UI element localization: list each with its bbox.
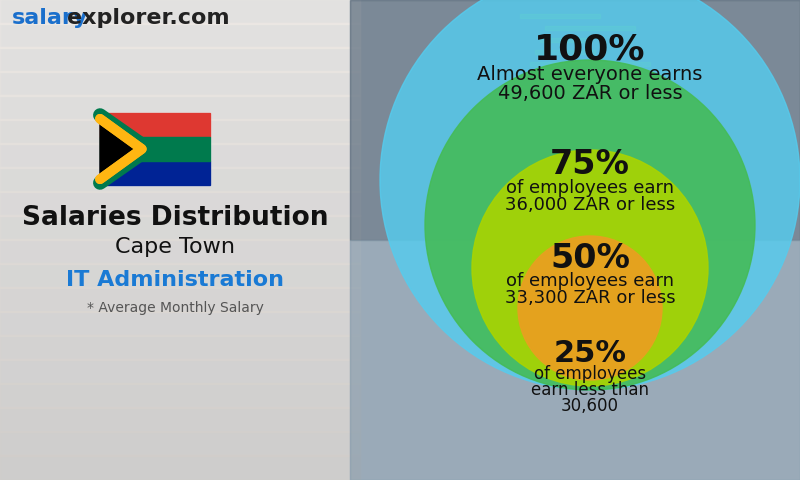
Bar (545, 26, 605, 30)
Bar (100, 113, 210, 185)
Bar (0, 407, 360, 432)
Text: 25%: 25% (554, 338, 626, 368)
Bar (0, 383, 360, 408)
Bar (0, 167, 360, 192)
Bar (0, 455, 360, 480)
Text: of employees: of employees (534, 365, 646, 383)
Text: 100%: 100% (534, 33, 646, 67)
Text: of employees earn: of employees earn (506, 272, 674, 290)
Bar (535, 50, 615, 54)
Text: salary: salary (12, 8, 88, 28)
Bar (0, 431, 360, 456)
Circle shape (380, 0, 800, 390)
Bar (540, 38, 600, 42)
Bar (350, 240, 800, 480)
Bar (0, 47, 360, 72)
Text: of employees earn: of employees earn (506, 179, 674, 197)
Bar (520, 14, 640, 18)
Bar (0, 143, 360, 168)
Text: IT Administration: IT Administration (66, 270, 284, 290)
Bar (0, 0, 360, 24)
Bar (0, 287, 360, 312)
Bar (520, 86, 570, 90)
Bar (0, 191, 360, 216)
Bar (0, 239, 360, 264)
Text: 30,600: 30,600 (561, 397, 619, 415)
Bar (525, 74, 615, 78)
Bar (0, 119, 360, 144)
Text: 33,300 ZAR or less: 33,300 ZAR or less (505, 289, 675, 307)
Bar (0, 311, 360, 336)
Text: * Average Monthly Salary: * Average Monthly Salary (86, 301, 263, 315)
Bar (350, 0, 800, 480)
Bar (0, 23, 360, 48)
Text: explorer.com: explorer.com (67, 8, 230, 28)
Text: Cape Town: Cape Town (115, 237, 235, 257)
Bar (350, 0, 800, 240)
Text: 75%: 75% (550, 148, 630, 181)
Circle shape (518, 236, 662, 380)
Bar (0, 359, 360, 384)
Bar (530, 62, 610, 66)
Bar (0, 71, 360, 96)
Text: 36,000 ZAR or less: 36,000 ZAR or less (505, 196, 675, 215)
Text: Almost everyone earns: Almost everyone earns (478, 65, 702, 84)
Bar (100, 113, 210, 137)
Text: earn less than: earn less than (531, 381, 649, 399)
Bar (0, 263, 360, 288)
Text: 50%: 50% (550, 241, 630, 275)
Circle shape (425, 60, 755, 390)
Circle shape (472, 150, 708, 386)
Bar (100, 137, 210, 161)
Bar (0, 215, 360, 240)
Polygon shape (100, 113, 146, 185)
Bar (0, 95, 360, 120)
Text: Salaries Distribution: Salaries Distribution (22, 205, 328, 231)
Text: 49,600 ZAR or less: 49,600 ZAR or less (498, 84, 682, 103)
Bar (100, 161, 210, 185)
Bar (0, 335, 360, 360)
